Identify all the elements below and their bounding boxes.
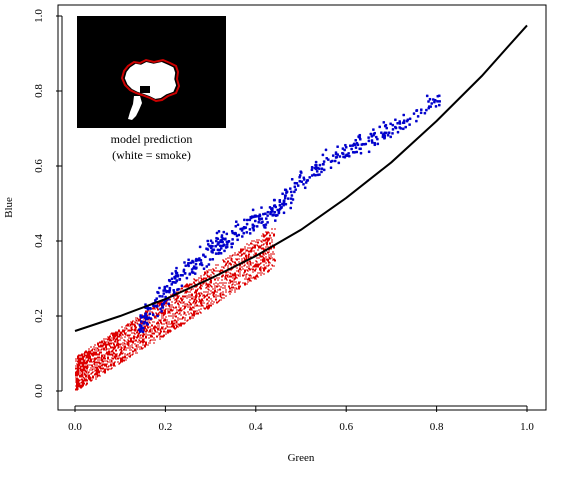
x-tick-label: 0.8 [430, 421, 444, 433]
model-prediction-inset: model prediction (white = smoke) [77, 16, 226, 162]
points-layer [75, 94, 441, 391]
inset-caption-line1: model prediction [111, 132, 193, 146]
boundary-curve [74, 24, 528, 332]
smoke-points [138, 94, 441, 333]
plot-frame [57, 4, 547, 411]
y-tick-label: 0.0 [33, 384, 45, 398]
x-tick-label: 0.0 [68, 421, 82, 433]
y-axis: 0.0 0.2 0.4 0.6 0.8 1.0 [33, 9, 63, 398]
x-tick-label: 0.6 [339, 421, 353, 433]
y-tick-label: 0.6 [33, 159, 45, 173]
inset-smoke-trail [128, 96, 142, 120]
nonsmoke-points [75, 228, 276, 391]
x-axis: 0.0 0.2 0.4 0.6 0.8 1.0 [68, 405, 534, 433]
y-tick-label: 0.8 [33, 84, 45, 98]
inset-dark-spot [140, 86, 150, 93]
inset-smoke-region [124, 62, 177, 99]
x-axis-label: Green [288, 452, 315, 464]
inset-smoke-outline [120, 58, 181, 103]
y-axis-label: Blue [3, 197, 15, 218]
y-tick-label: 0.4 [33, 234, 45, 248]
x-tick-label: 0.2 [159, 421, 173, 433]
x-tick-label: 1.0 [520, 421, 534, 433]
y-tick-label: 1.0 [33, 9, 45, 23]
inset-caption-line2: (white = smoke) [112, 148, 191, 162]
y-tick-label: 0.2 [33, 309, 45, 323]
x-tick-label: 0.4 [249, 421, 263, 433]
